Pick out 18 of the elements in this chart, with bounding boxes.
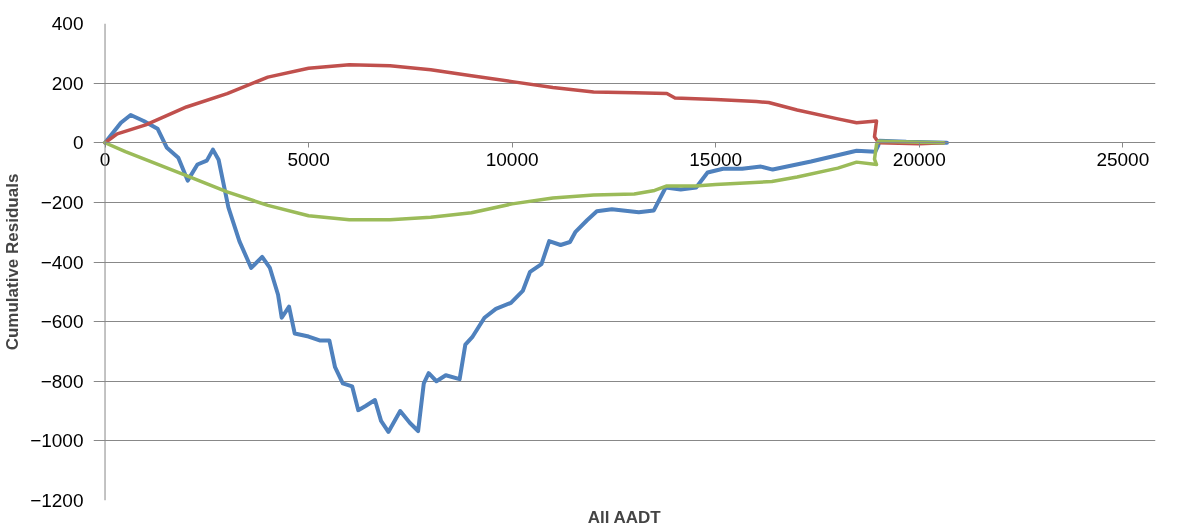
line-series xyxy=(103,62,946,146)
x-tick-label: 25000 xyxy=(1096,148,1150,170)
y-tick-label: 400 xyxy=(51,13,84,34)
y-tick-label: −1000 xyxy=(30,430,84,452)
x-tick-label: 20000 xyxy=(892,148,946,170)
y-tick-label: −1200 xyxy=(30,490,84,511)
x-tick-label: 5000 xyxy=(287,148,330,170)
x-tick-label: 0 xyxy=(99,148,111,170)
y-tick-label: 200 xyxy=(51,72,84,94)
y-axis-title: Cumulative Residuals xyxy=(3,173,23,351)
x-tick-label: 10000 xyxy=(485,148,539,170)
y-tick-label: 0 xyxy=(72,132,84,154)
y-tick-label: −400 xyxy=(40,251,84,273)
y-tick-label: −600 xyxy=(40,311,84,333)
x-tick-label: 15000 xyxy=(689,148,743,170)
y-tick-label: −200 xyxy=(40,191,84,213)
y-tick-label: −800 xyxy=(40,370,84,392)
x-axis-title: All AADT xyxy=(587,507,662,527)
